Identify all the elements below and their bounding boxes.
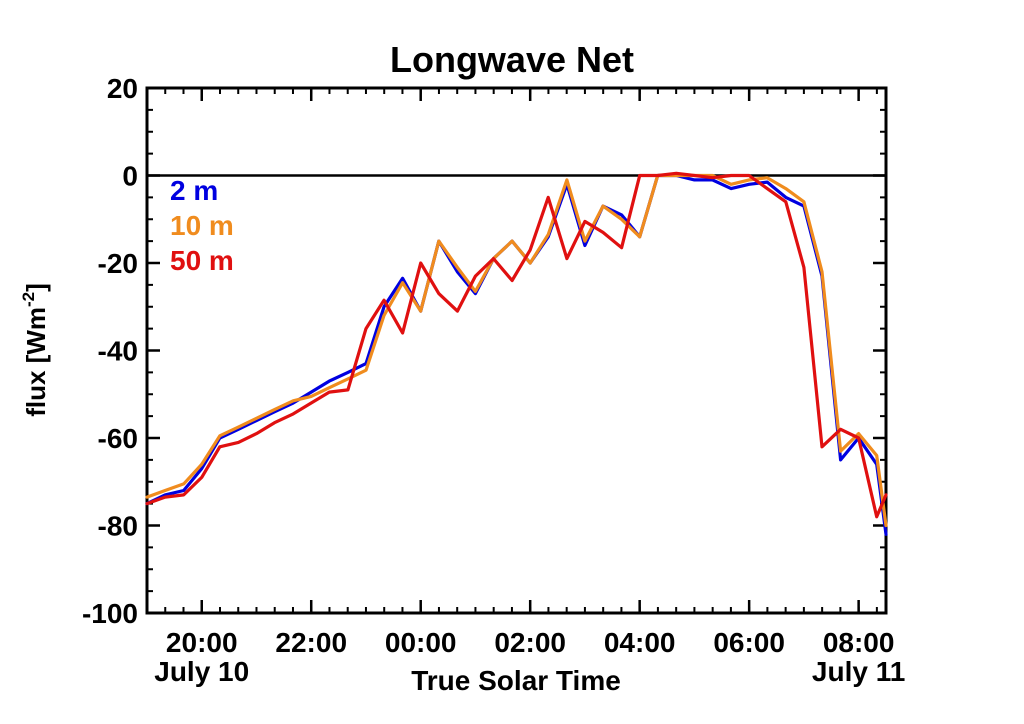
y-tick-label: 20: [107, 73, 138, 104]
series-line-10m: [145, 173, 888, 528]
y-tick-label: -20: [98, 248, 138, 279]
plot-frame: [145, 86, 888, 615]
y-tick-label: -60: [98, 423, 138, 454]
series-line-2m: [145, 173, 888, 536]
legend-entry: 2 m: [170, 175, 218, 206]
x-axis-label: True Solar Time: [411, 665, 621, 696]
x-date-label: July 10: [154, 656, 249, 687]
series-line-50m: [145, 171, 888, 519]
y-tick-label: -100: [82, 598, 138, 629]
x-date-label: July 11: [812, 656, 905, 687]
y-axis-label-superscript: -2: [19, 292, 38, 307]
y-axis-label: flux [Wm-2]: [19, 283, 51, 417]
y-axis-label-main: flux [Wm: [21, 307, 51, 417]
legend-entry: 10 m: [170, 210, 234, 241]
x-tick-label: 04:00: [604, 627, 676, 658]
x-tick-label: 06:00: [713, 627, 785, 658]
x-tick-label: 20:00: [166, 627, 238, 658]
legend-entry: 50 m: [170, 245, 234, 276]
y-tick-label: -40: [98, 336, 138, 367]
x-tick-label: 00:00: [385, 627, 457, 658]
y-tick-label: 0: [122, 161, 138, 192]
x-tick-label: 02:00: [494, 627, 566, 658]
y-tick-label: -80: [98, 511, 138, 542]
y-axis-label-close: ]: [21, 283, 51, 292]
x-tick-label: 08:00: [823, 627, 895, 658]
chart-title: Longwave Net: [390, 39, 634, 80]
plot-area: 20 0 -20 -40 -60 -80 -100 20:00 22:00 00:00 02:00 0…: [82, 73, 905, 687]
x-tick-label: 22:00: [275, 627, 347, 658]
svg-text:flux [Wm-2]: flux [Wm-2]: [19, 283, 51, 417]
